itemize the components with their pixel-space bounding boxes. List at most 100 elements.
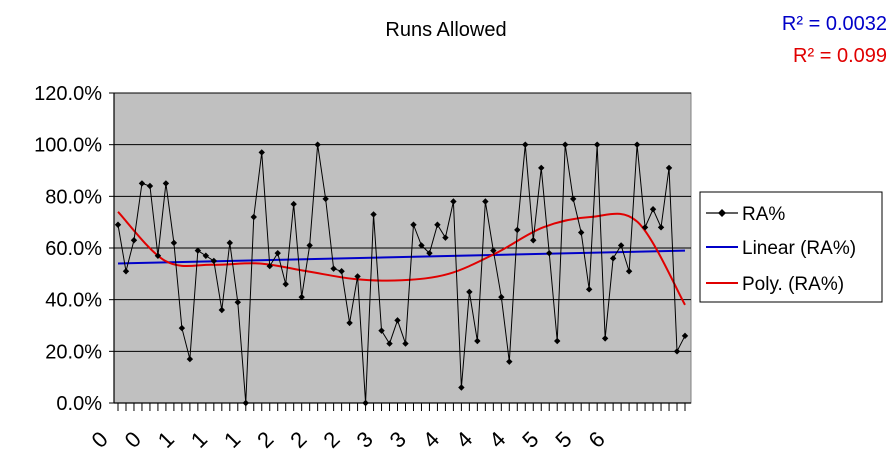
x-tick-label: 1 — [186, 426, 212, 452]
data-point — [154, 252, 162, 259]
data-point — [625, 268, 633, 275]
data-point — [234, 299, 241, 306]
x-tick-label: 4 — [484, 426, 510, 452]
data-point — [242, 399, 249, 407]
data-point — [258, 149, 265, 156]
data-point — [665, 164, 673, 172]
x-tick-label: 2 — [285, 426, 311, 452]
data-point — [266, 262, 273, 270]
y-tick-label: 40.0% — [45, 290, 102, 312]
data-point — [442, 234, 449, 241]
data-point — [330, 265, 337, 272]
data-point — [434, 221, 441, 228]
data-point — [530, 237, 537, 244]
data-point — [490, 247, 497, 254]
data-point — [378, 327, 385, 334]
x-tick-label: 1 — [153, 426, 179, 452]
x-tick-label: 4 — [418, 426, 444, 452]
data-point — [282, 280, 289, 288]
r2-linear-annotation: R² = 0.0032 — [782, 13, 887, 35]
data-point — [410, 221, 417, 228]
data-point — [522, 141, 529, 148]
data-point — [466, 288, 473, 296]
data-point — [314, 141, 321, 148]
data-point — [673, 348, 681, 355]
y-axis-ticks: 0.0% 20.0% 40.0% 60.0% 80.0% 100.0% 120.0% — [34, 83, 114, 415]
legend-label-ra: RA% — [742, 204, 785, 225]
x-tick-label: 2 — [252, 426, 278, 452]
y-tick-label: 60.0% — [45, 238, 102, 260]
data-point — [162, 180, 170, 187]
data-point — [426, 249, 433, 257]
data-point — [250, 213, 257, 221]
legend: RA% Linear (RA%) Poly. (RA%) — [699, 191, 883, 303]
data-point — [178, 324, 186, 332]
data-point — [657, 224, 665, 231]
data-point — [593, 141, 601, 148]
legend-label-linear: Linear (RA%) — [742, 238, 856, 259]
y-tick-label: 100.0% — [34, 135, 102, 157]
data-point — [546, 249, 553, 257]
data-point — [338, 268, 345, 275]
data-point — [649, 206, 657, 213]
data-point — [146, 182, 154, 190]
data-point — [322, 195, 329, 203]
data-point — [210, 257, 218, 265]
data-point — [562, 141, 569, 148]
x-tick-label: 5 — [550, 426, 576, 452]
series-layer — [114, 141, 689, 407]
data-point — [569, 195, 577, 203]
data-point — [506, 358, 513, 365]
data-point — [681, 332, 689, 340]
data-point — [186, 355, 194, 363]
data-point — [386, 340, 393, 347]
data-point — [450, 198, 457, 205]
x-tick-label: 0 — [86, 426, 112, 452]
y-tick-label: 120.0% — [34, 83, 102, 105]
data-point — [641, 224, 649, 231]
x-tick-label: 6 — [583, 426, 609, 452]
data-point — [633, 141, 641, 148]
x-tick-label: 5 — [517, 426, 543, 452]
data-point — [362, 399, 369, 407]
data-point — [274, 249, 281, 257]
data-point — [585, 286, 593, 293]
data-point — [538, 164, 545, 172]
x-tick-label: 1 — [219, 426, 245, 452]
data-point — [617, 242, 625, 249]
data-point — [482, 198, 489, 205]
data-point — [601, 335, 609, 342]
data-point — [306, 242, 313, 249]
x-tick-label: 3 — [385, 426, 411, 452]
data-point — [114, 221, 122, 228]
data-point — [458, 384, 465, 391]
data-point — [298, 293, 305, 301]
data-point — [290, 200, 297, 208]
legend-label-poly: Poly. (RA%) — [742, 274, 844, 295]
x-tick-label: 3 — [352, 426, 378, 452]
data-point — [354, 273, 361, 280]
data-point — [194, 247, 202, 254]
data-point — [609, 255, 617, 262]
legend-marker-ra — [718, 209, 726, 217]
data-point — [402, 340, 409, 347]
gridlines — [114, 92, 691, 352]
data-point — [474, 337, 481, 345]
data-point — [122, 268, 130, 275]
data-point — [138, 180, 146, 187]
data-point — [218, 306, 226, 314]
y-tick-label: 0.0% — [56, 393, 102, 415]
data-point — [226, 239, 234, 247]
data-point — [577, 229, 585, 236]
data-point — [554, 337, 561, 345]
data-point — [498, 293, 505, 301]
y-tick-label: 20.0% — [45, 341, 102, 363]
chart-title: Runs Allowed — [385, 19, 506, 41]
data-point — [346, 319, 353, 327]
data-point — [394, 317, 401, 324]
x-tick-label: 4 — [451, 426, 477, 452]
r2-poly-annotation: R² = 0.099 — [793, 45, 887, 67]
x-tick-label: 0 — [120, 426, 146, 452]
data-point — [130, 237, 138, 244]
